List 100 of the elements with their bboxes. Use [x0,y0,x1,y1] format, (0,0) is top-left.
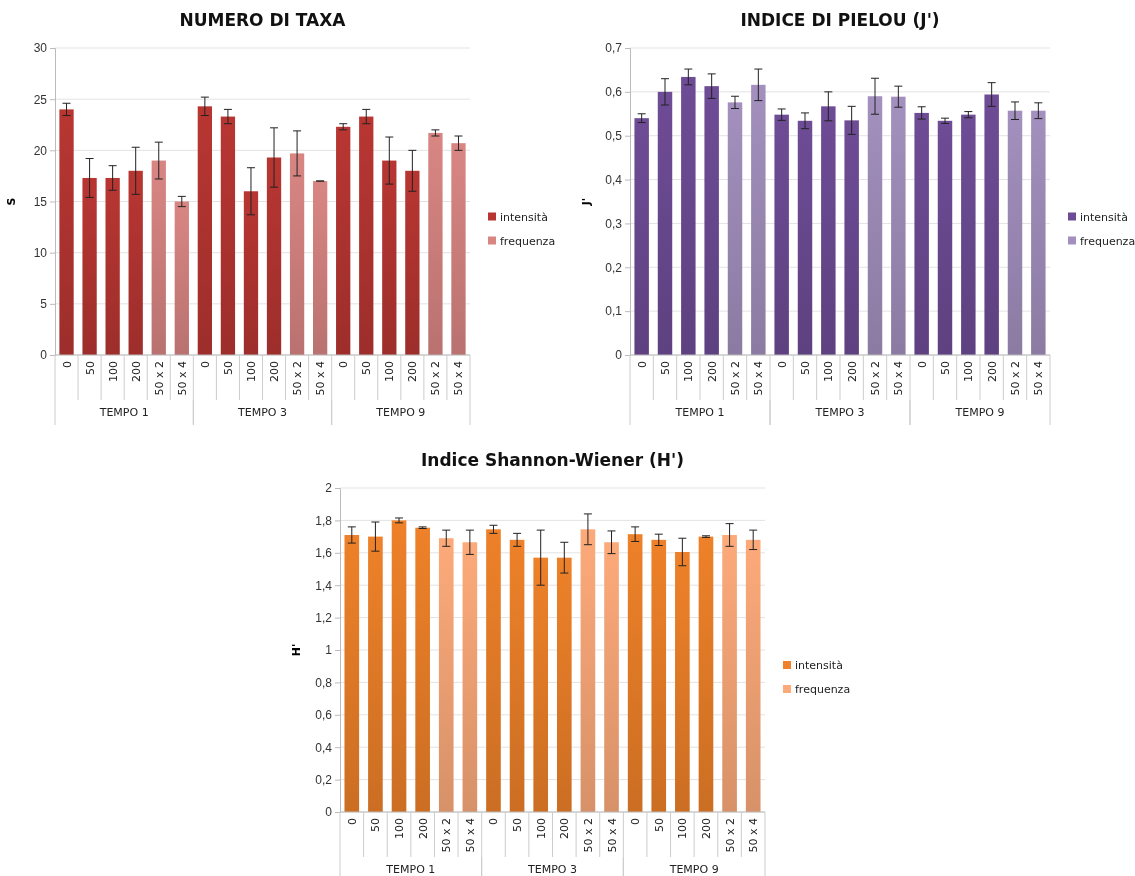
y-tick-label: 1,4 [315,578,333,593]
x-tick-label: 0 [337,361,351,368]
bar [1007,110,1023,355]
x-tick-label: 100 [822,361,836,382]
x-tick-label: 0 [915,361,929,368]
bar [438,538,454,812]
y-tick-label: 0,7 [605,41,623,56]
x-tick-label: 50 x 2 [152,361,166,396]
text: TEMPO 3 [237,406,287,419]
x-tick-label: 200 [845,361,859,382]
chart-title: INDICE DI PIELOU (J') [740,10,940,30]
y-tick-label: 25 [33,92,48,107]
x-tick-label: 100 [682,361,696,382]
bar [197,106,213,355]
bar [128,170,143,355]
y-tick-label: 0,5 [605,129,623,144]
x-tick-label: 200 [705,361,719,382]
x-tick-label: 0 [635,361,649,368]
bar [415,527,430,812]
legend-label: frequenza [500,234,556,248]
bar [368,536,383,812]
x-tick-label: 50 [369,818,383,832]
text: TEMPO 3 [527,863,577,876]
legend-label: intensità [1080,210,1128,224]
bar [604,542,619,812]
x-tick-label: 50 [652,818,666,832]
y-tick-label: 2 [325,481,333,496]
x-tick-label: 100 [244,361,258,382]
x-tick-label: 50 x 2 [723,818,737,853]
bar [937,120,953,355]
x-tick-label: 50 x 4 [605,818,619,853]
bar [220,116,236,355]
x-tick-label: 200 [699,818,713,839]
y-tick-label: 20 [33,143,48,158]
y-tick-label: 0,8 [315,675,333,690]
x-tick-label: 50 x 4 [1032,361,1046,396]
bar [961,114,976,355]
x-tick-label: 0 [345,818,359,825]
bar [704,86,719,355]
y-tick-label: 0,4 [605,172,623,187]
x-tick-label: 50 x 4 [463,818,477,853]
y-tick-label: 0,6 [315,708,333,723]
bar [533,557,549,812]
x-tick-label: 100 [676,818,690,839]
bar [391,520,407,812]
x-tick-label: 100 [393,818,407,839]
bar [174,201,189,355]
bar [289,153,305,355]
text: TEMPO 1 [98,406,149,419]
y-axis-title: J' [580,197,593,207]
text: TEMPO 9 [375,406,426,419]
x-tick-label: 50 x 4 [892,361,906,396]
chart-title: NUMERO DI TAXA [179,10,347,30]
y-tick-label: 15 [33,194,48,209]
text: TEMPO 9 [954,406,1005,419]
bar [105,177,120,355]
x-tick-label: 50 [360,361,374,375]
x-tick-label: 200 [558,818,572,839]
text: TEMPO 3 [814,406,865,419]
bar [914,112,929,355]
x-tick-label: 0 [775,361,789,368]
bar [336,126,351,355]
x-tick-label: 200 [406,361,420,382]
x-tick-label: 50 x 4 [452,361,466,396]
bar [651,539,667,812]
x-tick-label: 50 x 2 [429,361,443,396]
bar [657,91,673,355]
x-tick-label: 50 x 4 [747,818,761,853]
x-tick-label: 50 x 2 [581,818,595,853]
bar [751,84,766,355]
legend-label: frequenza [795,683,851,696]
x-tick-label: 50 [83,361,97,375]
x-tick-label: 200 [268,361,282,382]
bar [675,551,690,812]
x-tick-label: 200 [129,361,143,382]
x-tick-label: 50 [939,361,952,375]
bar [698,536,714,812]
x-tick-label: 50 x 2 [729,361,742,396]
bar [462,542,478,812]
y-tick-label: 1 [325,643,333,658]
y-tick-label: 1,6 [315,546,333,561]
x-tick-label: 100 [106,361,120,382]
x-tick-label: 100 [383,361,397,382]
bar [797,120,813,355]
x-tick-label: 50 [659,361,672,375]
bar [844,120,859,355]
x-tick-label: 50 x 2 [291,361,305,396]
x-tick-label: 0 [629,818,643,825]
bar [405,170,420,355]
bar [634,118,649,355]
x-tick-label: 50 x 2 [1009,361,1022,396]
text: TEMPO 1 [385,863,436,876]
bar [359,116,374,355]
y-tick-label: 1,8 [315,513,333,528]
bar [821,106,836,355]
bar [451,143,466,355]
bar [1031,110,1046,355]
x-tick-label: 50 [799,361,812,375]
legend-label: frequenza [1080,234,1135,248]
x-tick-label: 100 [962,361,976,382]
